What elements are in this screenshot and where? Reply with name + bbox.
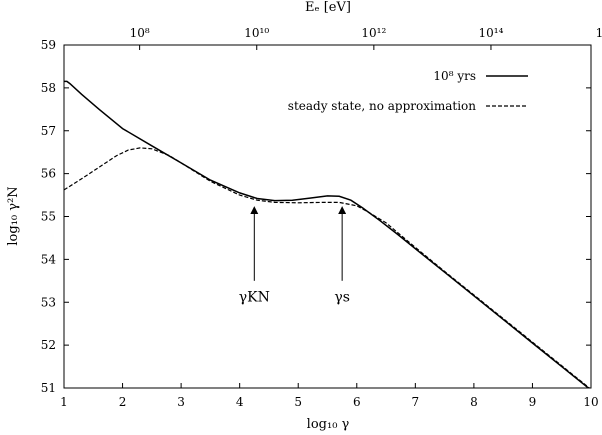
x-tick-label: 2	[119, 395, 127, 409]
annotation-label: γKN	[239, 290, 270, 306]
top-tick-label: 10¹⁴	[479, 26, 504, 40]
x-tick-label: 1	[60, 395, 68, 409]
y-tick-label: 54	[41, 252, 57, 266]
legend: 10⁸ yrs steady state, no approximation	[288, 69, 528, 113]
x-tick-label: 3	[177, 395, 185, 409]
x-axis-label: log₁₀ γ	[307, 417, 350, 432]
top-tick-label: 10¹²	[361, 26, 386, 40]
y-tick-label: 58	[41, 81, 56, 95]
series-line-0	[64, 80, 590, 388]
top-tick-label: 10⁸	[130, 26, 150, 40]
x-tick-label: 8	[470, 395, 478, 409]
legend-label: 10⁸ yrs	[433, 69, 476, 83]
series-group	[64, 80, 591, 388]
y-tick-label: 53	[41, 295, 56, 309]
plot-frame	[63, 44, 592, 389]
annotation-group: γKN γs	[239, 206, 350, 306]
y-tick-label: 52	[41, 338, 56, 352]
x-tick-label: 4	[236, 395, 244, 409]
y-axis-label: log₁₀ γ²N	[6, 186, 21, 245]
y-tick-label: 56	[41, 167, 56, 181]
top-axis-label: Eₑ [eV]	[305, 0, 351, 15]
x-tick-label: 5	[294, 395, 302, 409]
y-tick-label: 57	[41, 124, 56, 138]
x-tick-label: 7	[412, 395, 420, 409]
y-tick-label: 59	[41, 38, 56, 52]
y-tick-label: 55	[41, 210, 56, 224]
legend-label: steady state, no approximation	[288, 99, 476, 113]
series-line-1	[64, 147, 591, 388]
annotation-label: γs	[334, 290, 350, 306]
y-tick-label: 51	[41, 381, 56, 395]
x-tick-label: 10	[583, 395, 598, 409]
top-tick-label: 10¹⁶	[596, 26, 602, 40]
x-tick-label: 6	[353, 395, 361, 409]
top-tick-label: 10¹⁰	[244, 26, 269, 40]
x-tick-label: 9	[529, 395, 537, 409]
